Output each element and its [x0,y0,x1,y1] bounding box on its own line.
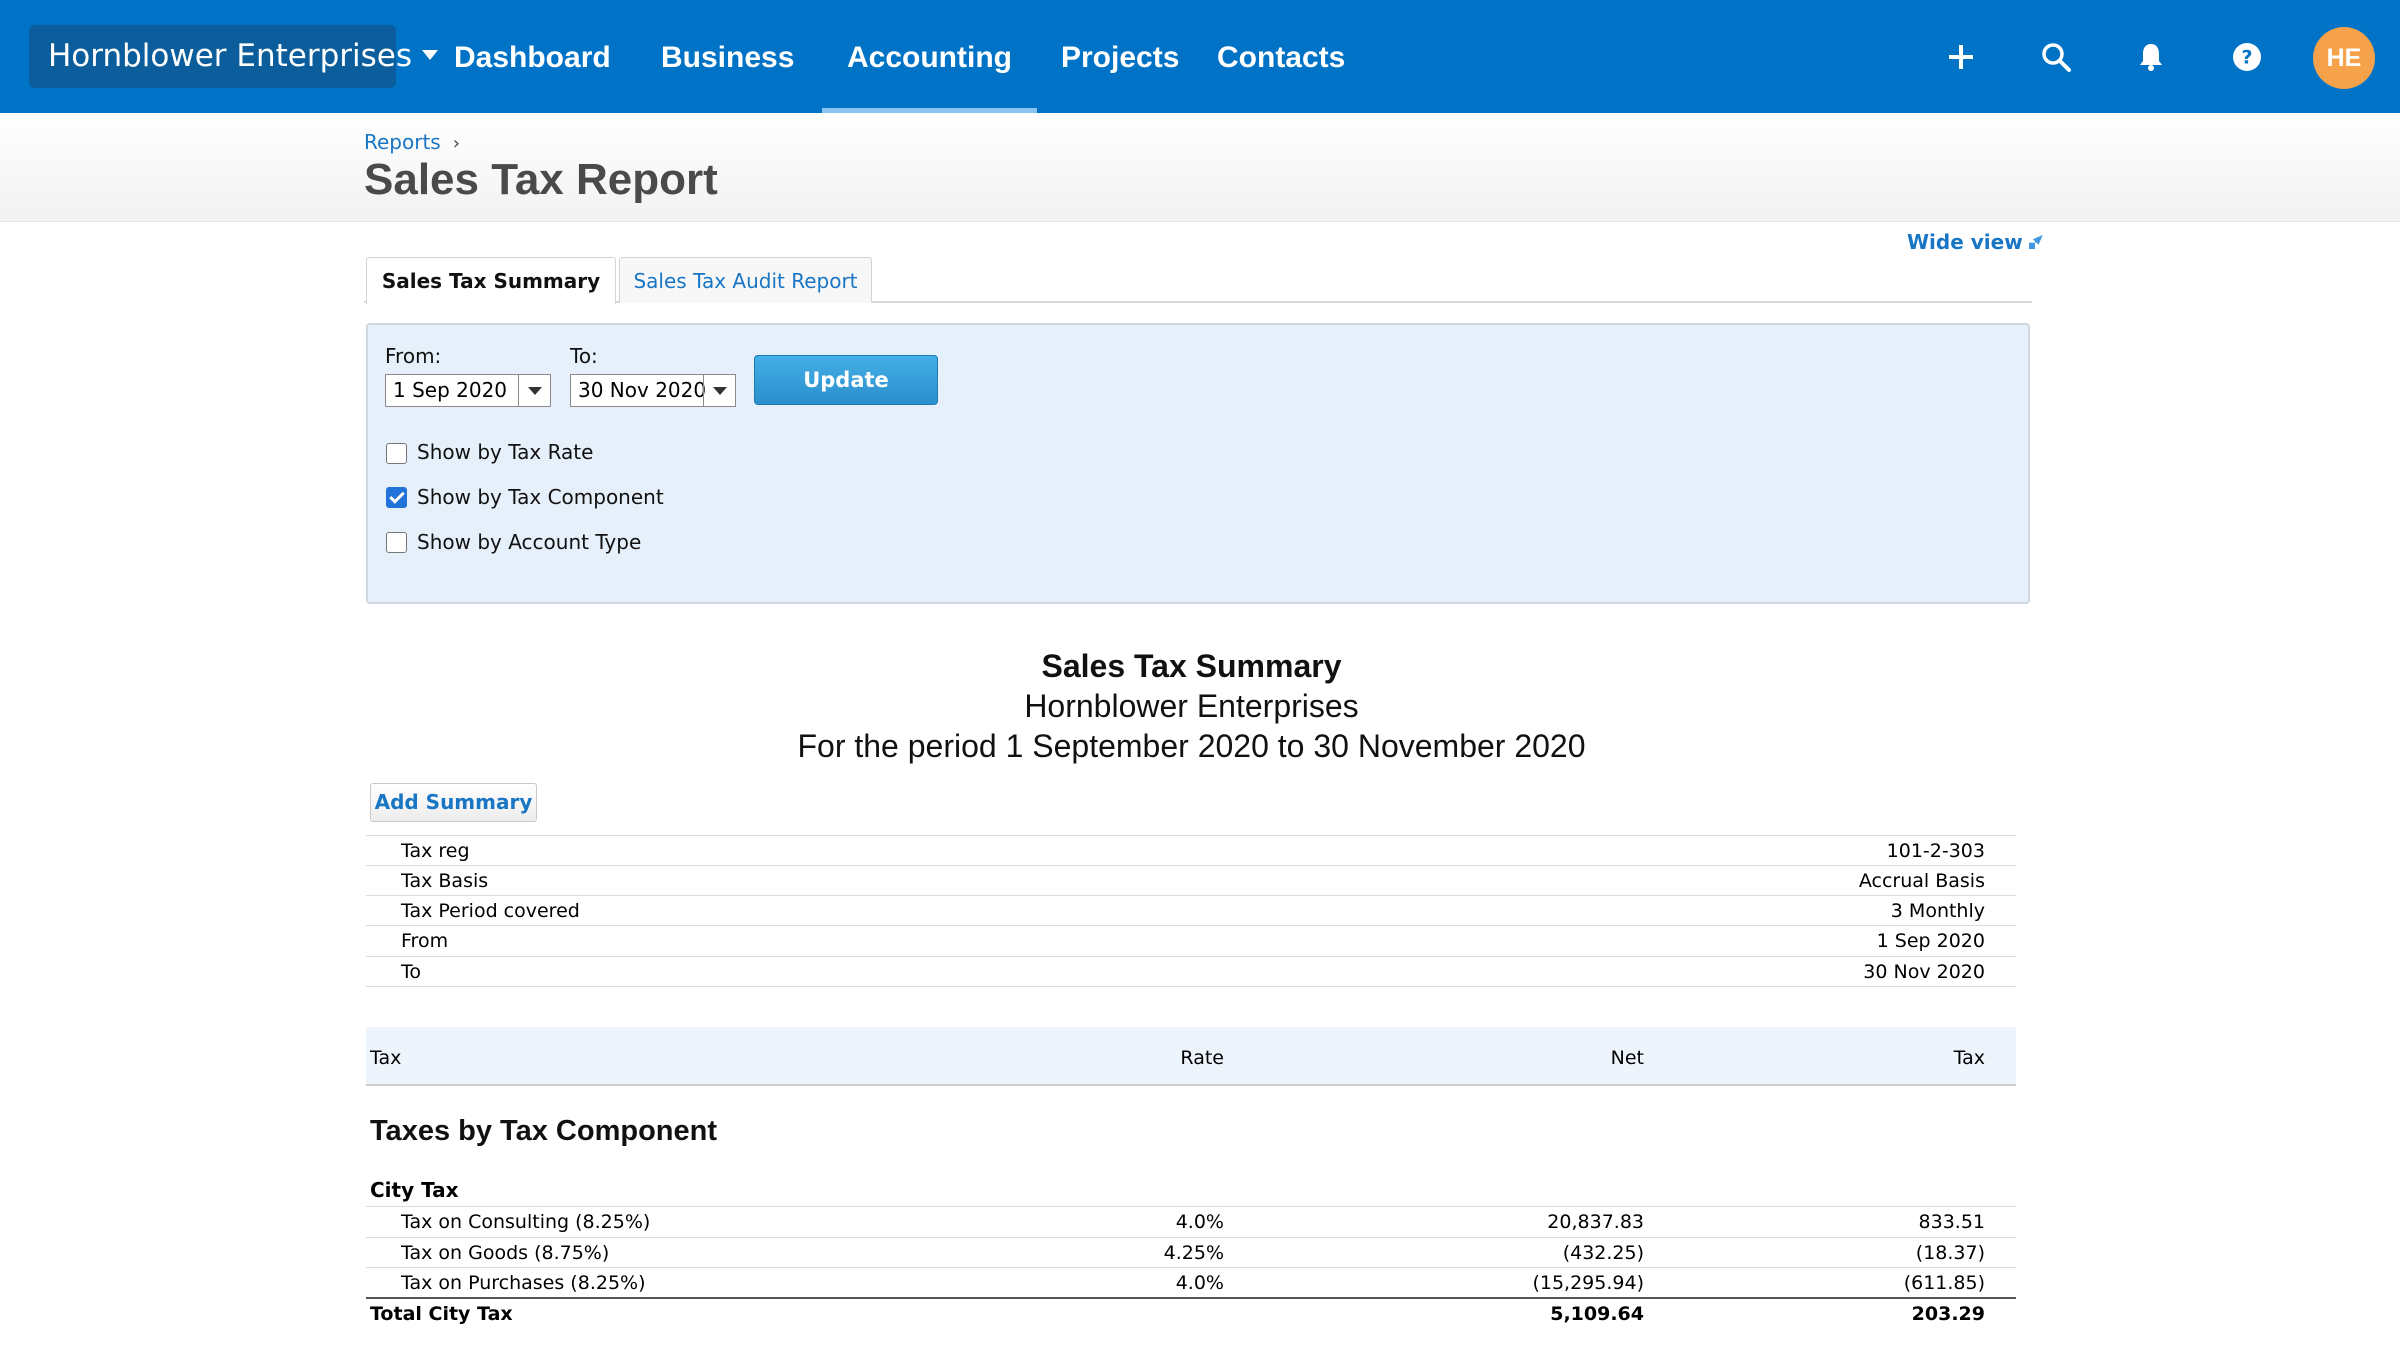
show-by-tax-component-label[interactable]: Show by Tax Component [417,485,664,509]
info-value: Accrual Basis [1858,870,1985,892]
column-tax: Tax [370,1047,402,1069]
row-rate: 4.0% [1175,1211,1224,1233]
help-icon[interactable]: ? [2220,30,2274,84]
organisation-switcher[interactable]: Hornblower Enterprises [29,25,439,88]
row-tax: (611.85) [1903,1272,1985,1294]
nav-projects[interactable]: Projects [1061,41,1180,74]
filter-panel [366,323,2030,604]
update-button[interactable]: Update [754,355,938,405]
to-label: To: [570,344,598,368]
table-row: Tax on Goods (8.75%) 4.25% (432.25) (18.… [366,1237,2016,1267]
tab-sales-tax-summary[interactable]: Sales Tax Summary [366,257,616,304]
column-tax-amount: Tax [1953,1047,1985,1069]
row-net: (432.25) [1562,1242,1644,1264]
row-tax-name[interactable]: Tax on Consulting (8.25%) [401,1211,651,1233]
info-key: From [401,930,449,952]
tabs-divider [364,301,2032,303]
bell-icon[interactable] [2124,30,2178,84]
total-net: 5,109.64 [1550,1303,1644,1325]
row-tax: (18.37) [1915,1242,1985,1264]
page-header: Reports › Sales Tax Report [0,113,2400,222]
info-value: 30 Nov 2020 [1863,961,1985,983]
show-by-tax-rate-label[interactable]: Show by Tax Rate [417,440,594,464]
total-tax: 203.29 [1911,1303,1985,1325]
plus-icon[interactable] [1934,30,1988,84]
page-title: Sales Tax Report [364,155,718,204]
info-row-tax-basis: Tax Basis Accrual Basis [366,865,2016,895]
chevron-down-icon[interactable] [518,375,550,406]
user-avatar[interactable]: HE [2313,27,2375,89]
wide-view-link[interactable]: Wide view [1907,230,2043,254]
report-title: Sales Tax Summary [1041,648,1342,684]
tab-sales-tax-audit-report[interactable]: Sales Tax Audit Report [619,257,872,303]
from-label: From: [385,344,442,368]
total-label: Total City Tax [370,1303,513,1325]
row-rate: 4.25% [1163,1242,1224,1264]
svg-text:?: ? [2241,47,2252,69]
breadcrumb: Reports › [364,130,460,154]
info-row-tax-reg: Tax reg 101-2-303 [366,835,2016,865]
info-key: Tax reg [401,840,470,862]
report-period: For the period 1 September 2020 to 30 No… [797,728,1586,764]
breadcrumb-separator-icon: › [452,133,460,154]
to-date-value: 30 Nov 2020 [578,378,707,402]
total-row: Total City Tax 5,109.64 203.29 [366,1297,2016,1327]
info-key: To [401,961,422,983]
row-rate: 4.0% [1175,1272,1224,1294]
info-row-from: From 1 Sep 2020 [366,925,2016,955]
report-company: Hornblower Enterprises [1024,688,1359,724]
nav-accounting[interactable]: Accounting [822,0,1037,113]
external-link-icon [2028,235,2043,249]
row-net: (15,295.94) [1532,1272,1644,1294]
chevron-down-icon[interactable] [703,375,735,406]
column-rate: Rate [1180,1047,1224,1069]
row-tax-name[interactable]: Tax on Purchases (8.25%) [401,1272,646,1294]
wide-view-label: Wide view [1907,230,2023,254]
info-row-tax-period: Tax Period covered 3 Monthly [366,895,2016,925]
show-by-account-type-label[interactable]: Show by Account Type [417,530,642,554]
search-icon[interactable] [2029,30,2083,84]
info-key: Tax Basis [401,870,489,892]
info-value: 3 Monthly [1890,900,1985,922]
table-row: Tax on Consulting (8.25%) 4.0% 20,837.83… [366,1206,2016,1236]
section-title: Taxes by Tax Component [370,1115,717,1147]
nav-dashboard[interactable]: Dashboard [454,41,611,74]
top-navigation-bar: Hornblower Enterprises Dashboard Busines… [0,0,2400,113]
report-column-header: Tax Rate Net Tax [366,1027,2016,1086]
info-row-to: To 30 Nov 2020 [366,956,2016,986]
info-table-divider [366,986,2016,987]
show-by-account-type-checkbox[interactable] [386,532,407,553]
show-by-tax-rate-checkbox[interactable] [386,443,407,464]
breadcrumb-reports-link[interactable]: Reports [364,130,441,154]
row-tax: 833.51 [1918,1211,1985,1233]
caret-down-icon [422,49,439,60]
to-date-field[interactable]: 30 Nov 2020 [570,374,736,407]
show-by-tax-component-checkbox[interactable] [386,487,407,508]
info-value: 1 Sep 2020 [1876,930,1985,952]
row-tax-name[interactable]: Tax on Goods (8.75%) [401,1242,610,1264]
nav-business[interactable]: Business [661,41,795,74]
nav-contacts[interactable]: Contacts [1217,41,1346,74]
organisation-name: Hornblower Enterprises [48,38,413,74]
from-date-field[interactable]: 1 Sep 2020 [385,374,551,407]
info-key: Tax Period covered [401,900,580,922]
group-title: City Tax [370,1178,459,1202]
table-row: Tax on Purchases (8.25%) 4.0% (15,295.94… [366,1267,2016,1297]
column-net: Net [1610,1047,1644,1069]
row-net: 20,837.83 [1547,1211,1644,1233]
info-value: 101-2-303 [1886,840,1985,862]
add-summary-button[interactable]: Add Summary [370,783,537,822]
from-date-value: 1 Sep 2020 [393,378,508,402]
